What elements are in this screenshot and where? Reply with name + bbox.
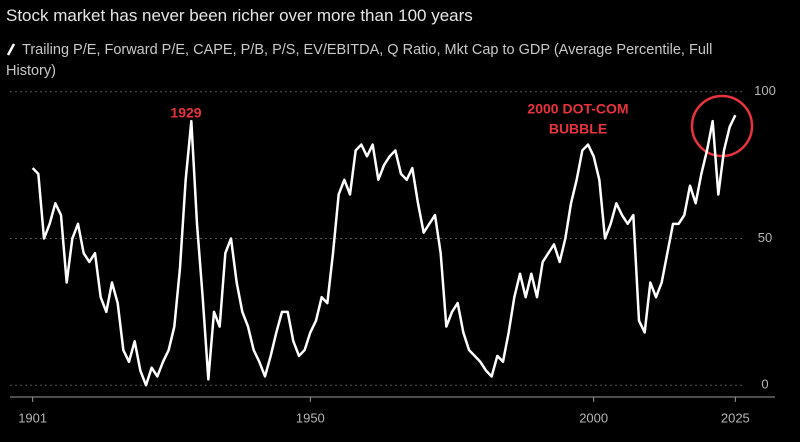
- x-tick-label: 2000: [579, 410, 608, 425]
- y-tick-label: 50: [758, 230, 772, 245]
- x-tick-label: 1950: [296, 410, 325, 425]
- x-tick-label: 1901: [18, 410, 47, 425]
- annotation: BUBBLE: [549, 121, 607, 137]
- chart-title: Stock market has never been richer over …: [6, 6, 473, 25]
- y-tick-label: 100: [754, 83, 776, 98]
- annotation: 1929: [170, 105, 201, 121]
- x-tick-label: 2025: [721, 410, 750, 425]
- data-line: [31, 114, 737, 387]
- legend-label: Trailing P/E, Forward P/E, CAPE, P/B, P/…: [6, 42, 713, 79]
- legend-swatch: [6, 43, 16, 56]
- highlight-circle: [690, 94, 754, 158]
- legend: Trailing P/E, Forward P/E, CAPE, P/B, P/…: [6, 40, 746, 82]
- y-tick-label: 0: [761, 377, 768, 392]
- annotation: 2000 DOT-COM: [527, 101, 628, 117]
